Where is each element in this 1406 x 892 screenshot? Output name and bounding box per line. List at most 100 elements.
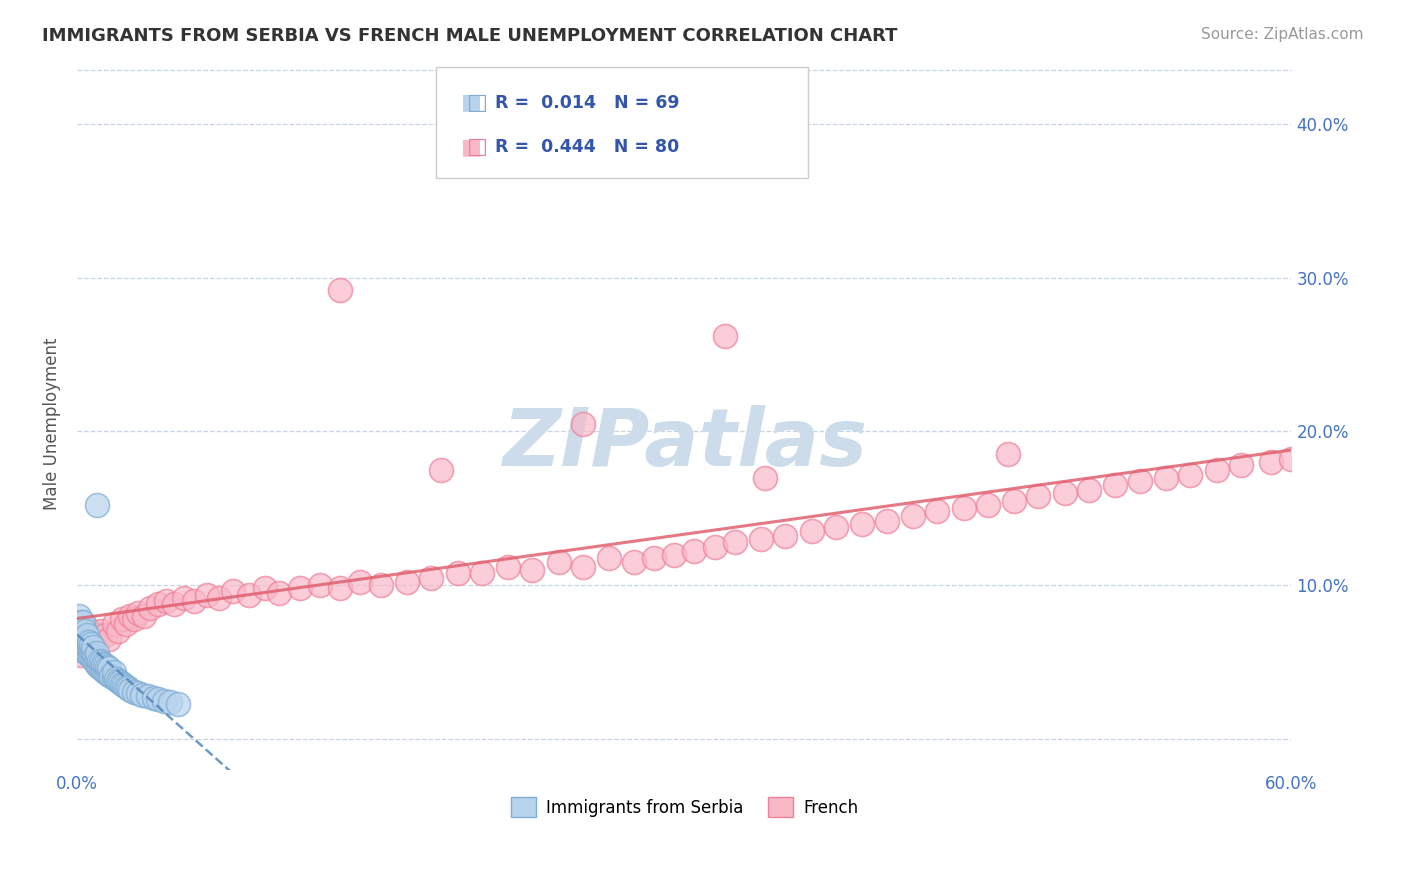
Point — [103, 671, 125, 685]
Point — [111, 612, 132, 626]
Point — [72, 615, 94, 630]
Point — [77, 635, 100, 649]
Point — [159, 695, 181, 709]
Point — [75, 627, 97, 641]
Point — [72, 621, 94, 635]
Point — [1129, 474, 1152, 488]
Point — [117, 681, 139, 696]
Point — [70, 643, 93, 657]
Point — [100, 669, 122, 683]
Point — [1260, 455, 1282, 469]
Point — [163, 597, 186, 611]
Point — [683, 544, 706, 558]
Point — [93, 663, 115, 677]
Point — [76, 640, 98, 654]
Point — [108, 675, 131, 690]
Point — [173, 591, 195, 605]
Point — [76, 621, 98, 635]
Point — [103, 616, 125, 631]
Point — [349, 575, 371, 590]
Point — [288, 582, 311, 596]
Point — [1281, 452, 1303, 467]
Point — [111, 677, 132, 691]
Point — [155, 593, 177, 607]
Point — [86, 633, 108, 648]
Text: IMMIGRANTS FROM SERBIA VS FRENCH MALE UNEMPLOYMENT CORRELATION CHART: IMMIGRANTS FROM SERBIA VS FRENCH MALE UN… — [42, 27, 897, 45]
Point — [67, 616, 90, 631]
Point — [122, 612, 145, 626]
Point — [90, 661, 112, 675]
Point — [146, 692, 169, 706]
Point — [146, 597, 169, 611]
Text: ■: ■ — [461, 137, 482, 157]
Point — [370, 578, 392, 592]
Point — [94, 658, 117, 673]
Text: R =  0.014   N = 69: R = 0.014 N = 69 — [495, 94, 679, 112]
Point — [107, 673, 129, 688]
Point — [143, 690, 166, 705]
Point — [94, 627, 117, 641]
Point — [67, 609, 90, 624]
Point — [800, 524, 823, 539]
Point — [67, 637, 90, 651]
Point — [183, 593, 205, 607]
Point — [80, 637, 103, 651]
Point — [94, 665, 117, 679]
Point — [623, 555, 645, 569]
Point — [997, 448, 1019, 462]
Point — [1154, 470, 1177, 484]
Point — [82, 640, 104, 654]
Point — [136, 689, 159, 703]
Point — [1002, 493, 1025, 508]
Point — [208, 591, 231, 605]
Point — [195, 588, 218, 602]
Point — [89, 660, 111, 674]
Point — [1230, 458, 1253, 473]
Point — [1205, 463, 1227, 477]
Point — [446, 566, 468, 580]
Point — [89, 654, 111, 668]
Point — [724, 535, 747, 549]
Point — [952, 501, 974, 516]
Point — [572, 559, 595, 574]
Point — [713, 329, 735, 343]
Point — [662, 548, 685, 562]
Point — [70, 615, 93, 630]
Point — [104, 672, 127, 686]
Point — [1028, 489, 1050, 503]
Point — [72, 637, 94, 651]
Point — [222, 584, 245, 599]
Point — [70, 635, 93, 649]
Point — [77, 631, 100, 645]
Point — [927, 504, 949, 518]
Point — [598, 550, 620, 565]
Point — [80, 649, 103, 664]
Point — [572, 417, 595, 431]
Y-axis label: Male Unemployment: Male Unemployment — [44, 337, 60, 510]
Point — [90, 655, 112, 669]
Point — [430, 463, 453, 477]
Point — [112, 678, 135, 692]
Point — [643, 550, 665, 565]
Point — [876, 514, 898, 528]
Point — [84, 655, 107, 669]
Point — [977, 498, 1000, 512]
Point — [238, 588, 260, 602]
Point — [86, 658, 108, 673]
Point — [703, 540, 725, 554]
Text: Source: ZipAtlas.com: Source: ZipAtlas.com — [1201, 27, 1364, 42]
Point — [75, 624, 97, 639]
Point — [70, 627, 93, 641]
Point — [754, 470, 776, 484]
Point — [118, 609, 141, 624]
Point — [825, 520, 848, 534]
Point — [70, 621, 93, 635]
Text: ZIPatlas: ZIPatlas — [502, 406, 866, 483]
Point — [114, 616, 136, 631]
Point — [82, 632, 104, 647]
Point — [167, 697, 190, 711]
Point — [80, 643, 103, 657]
Legend: Immigrants from Serbia, French: Immigrants from Serbia, French — [503, 790, 865, 824]
Text: R =  0.444   N = 80: R = 0.444 N = 80 — [495, 138, 679, 156]
Point — [70, 648, 93, 662]
